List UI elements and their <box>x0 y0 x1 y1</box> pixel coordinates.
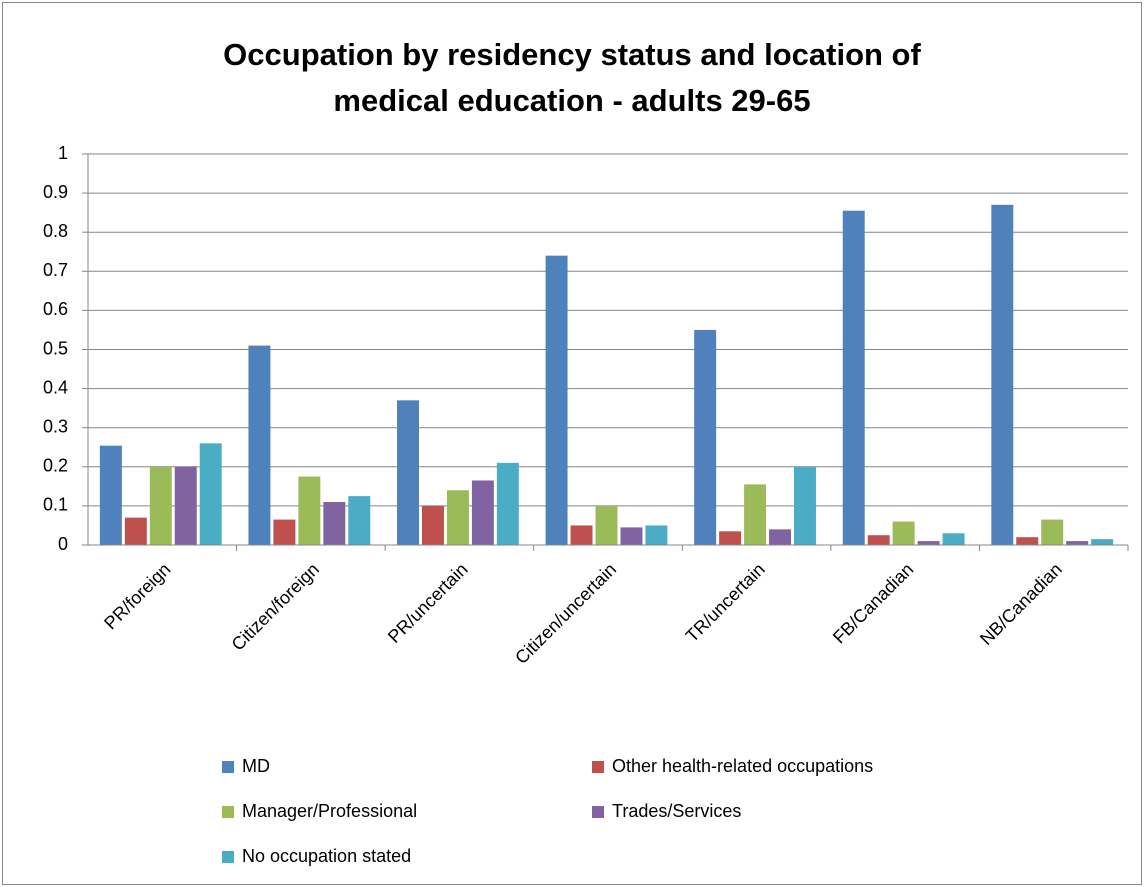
bar <box>199 443 222 545</box>
legend-swatch <box>222 806 234 818</box>
bar <box>471 480 494 545</box>
y-tick-label: 0.1 <box>43 495 68 515</box>
legend-swatch <box>592 761 604 773</box>
bar <box>1016 537 1039 545</box>
y-tick-label: 0.7 <box>43 260 68 280</box>
bar <box>1041 519 1064 545</box>
bar <box>446 490 469 545</box>
legend-label: Other health-related occupations <box>612 756 873 776</box>
y-tick-label: 0.2 <box>43 456 68 476</box>
y-tick-label: 0.4 <box>43 377 68 397</box>
y-tick-label: 1 <box>58 143 68 163</box>
bar <box>769 529 792 545</box>
legend-swatch <box>222 851 234 863</box>
bar <box>744 484 767 545</box>
bar <box>323 501 346 545</box>
bar <box>867 535 890 545</box>
bar <box>421 505 444 545</box>
legend-label: Trades/Services <box>612 801 741 821</box>
legend-swatch <box>222 761 234 773</box>
bar <box>719 531 742 545</box>
bar <box>496 462 519 545</box>
bar <box>942 533 965 545</box>
y-tick-label: 0.5 <box>43 338 68 358</box>
bar <box>124 517 147 545</box>
bar <box>298 476 321 545</box>
legend-swatch <box>592 806 604 818</box>
bar <box>991 204 1014 545</box>
bar <box>397 400 419 545</box>
bar <box>273 519 296 545</box>
bar <box>348 496 371 545</box>
bar <box>248 345 271 545</box>
bar <box>545 255 568 545</box>
bar <box>174 466 197 545</box>
legend-label: No occupation stated <box>242 846 411 866</box>
bar <box>794 466 816 545</box>
bar <box>620 527 643 545</box>
bar <box>917 541 940 545</box>
y-tick-label: 0.9 <box>43 182 68 202</box>
legend-label: Manager/Professional <box>242 801 417 821</box>
y-tick-label: 0.8 <box>43 221 68 241</box>
y-tick-label: 0.3 <box>43 416 68 436</box>
bar <box>99 445 122 545</box>
bar <box>570 525 593 545</box>
chart-title: Occupation by residency status and locat… <box>223 37 921 118</box>
bar <box>842 210 865 545</box>
bar <box>595 505 618 545</box>
bar <box>1091 539 1114 545</box>
bar <box>892 521 915 545</box>
bar <box>694 329 717 545</box>
legend-label: MD <box>242 756 270 776</box>
bar <box>149 466 172 545</box>
bar <box>645 525 668 545</box>
y-tick-label: 0.6 <box>43 299 68 319</box>
bar <box>1066 541 1089 545</box>
y-tick-label: 0 <box>58 534 68 554</box>
